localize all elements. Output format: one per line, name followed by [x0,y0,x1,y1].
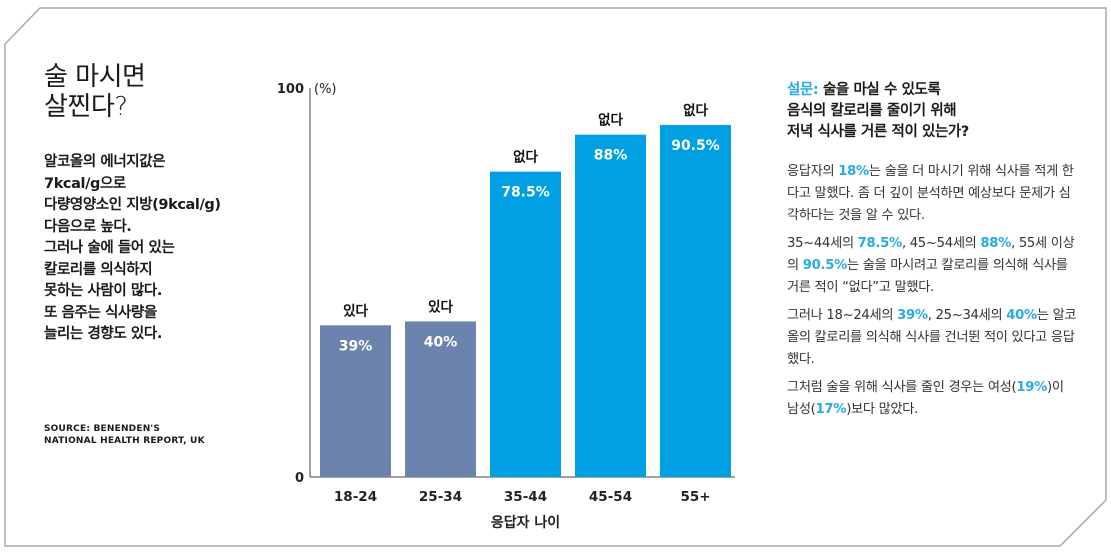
description-line: 7kcal/g으로 [44,175,126,192]
bar [405,321,476,477]
question-line2: 음식의 칼로리를 줄이기 위해 [787,103,957,119]
left-column: 술 마시면 살찐다? 알코올의 에너지값은 7kcal/g으로 다량영양소인 지… [44,62,269,346]
bar-value-label: 39% [339,338,373,354]
question-line1: 술을 마실 수 있도록 [822,82,941,98]
bar-value-label: 40% [424,334,458,350]
bar [320,325,391,477]
highlight-value: 40% [1006,308,1037,323]
y-tick-label: 100 [277,82,304,97]
x-tick-label: 45-54 [589,489,632,505]
highlight-value: 19% [1016,380,1048,395]
bar-value-label: 88% [594,148,628,164]
source-note: SOURCE: BENENDEN'S NATIONAL HEALTH REPOR… [44,423,205,447]
description: 알코올의 에너지값은 7kcal/g으로 다량영양소인 지방(9kcal/g) … [44,152,269,346]
bar-tag-label: 없다 [598,113,623,129]
paragraph: 35~44세의 78.5%, 45~54세의 88%, 55세 이상의 90.5… [787,236,1075,295]
highlight-value: 88% [980,236,1012,251]
highlight-value: 39% [897,308,928,323]
description-line: 알코올의 에너지값은 [44,154,166,170]
description-line: 늘리는 경향도 있다. [44,326,162,342]
y-tick-label: 0 [295,471,304,486]
description-line: 칼로리를 의식하지 [44,261,153,278]
x-tick-label: 25-34 [419,489,462,505]
survey-body: 응답자의 18%는 술을 더 마시기 위해 식사를 적게 한다고 말했다. 좀 … [787,161,1077,421]
source-line1: SOURCE: BENENDEN'S [44,424,161,434]
bar-value-label: 90.5% [671,138,720,154]
x-tick-label: 55+ [680,489,710,505]
x-tick-label: 35-44 [504,489,547,505]
highlight-value: 90.5% [802,258,848,273]
bar [660,124,731,477]
bar-chart: 0 100 (%) 39% 있다 18-24 40% 있다 25-34 78.5% 없다 35-44 8… [277,82,735,531]
right-column: 설문: 술을 마실 수 있도록 음식의 칼로리를 줄이기 위해 저녁 식사를 거… [787,80,1077,427]
y-axis-unit: (%) [314,82,337,97]
bar-value-label: 78.5% [501,185,550,201]
description-line: 또 음주는 식사량을 [44,304,157,321]
bar-tag-label: 없다 [683,103,708,119]
question-line3: 저녁 식사를 거른 적이 있는가? [787,124,969,140]
description-line: 다량영양소인 지방(9kcal/g) [44,197,221,213]
description-line: 못하는 사람이 많다. [44,283,162,299]
paragraph: 응답자의 18%는 술을 더 마시기 위해 식사를 적게 한다고 말했다. 좀 … [787,164,1074,223]
headline: 술 마시면 살찐다? [44,62,269,122]
paragraph: 그처럼 술을 위해 식사를 줄인 경우는 여성(19%)이 남성(17%)보다 … [787,380,1064,417]
description-line: 그러나 술에 들어 있는 [44,240,175,256]
source-line2: NATIONAL HEALTH REPORT, UK [44,436,205,446]
highlight-value: 18% [838,164,869,179]
paragraph: 그러나 18~24세의 39%, 25~34세의 40%는 알코올의 칼로리를 … [787,308,1077,367]
description-line: 다음으로 높다. [44,218,132,235]
bar [575,134,646,477]
headline-line1: 술 마시면 [44,62,146,92]
x-axis-title: 응답자 나이 [491,514,560,531]
survey-question: 설문: 술을 마실 수 있도록 음식의 칼로리를 줄이기 위해 저녁 식사를 거… [787,80,1077,143]
headline-line2: 살찐다? [44,92,128,122]
bar-tag-label: 있다 [343,303,368,319]
x-tick-label: 18-24 [334,489,377,505]
bar [490,171,561,477]
highlight-value: 78.5% [857,236,903,251]
bar-tag-label: 있다 [428,299,453,315]
question-prefix: 설문: [787,82,819,98]
highlight-value: 17% [815,402,847,417]
bar-tag-label: 없다 [513,150,538,166]
